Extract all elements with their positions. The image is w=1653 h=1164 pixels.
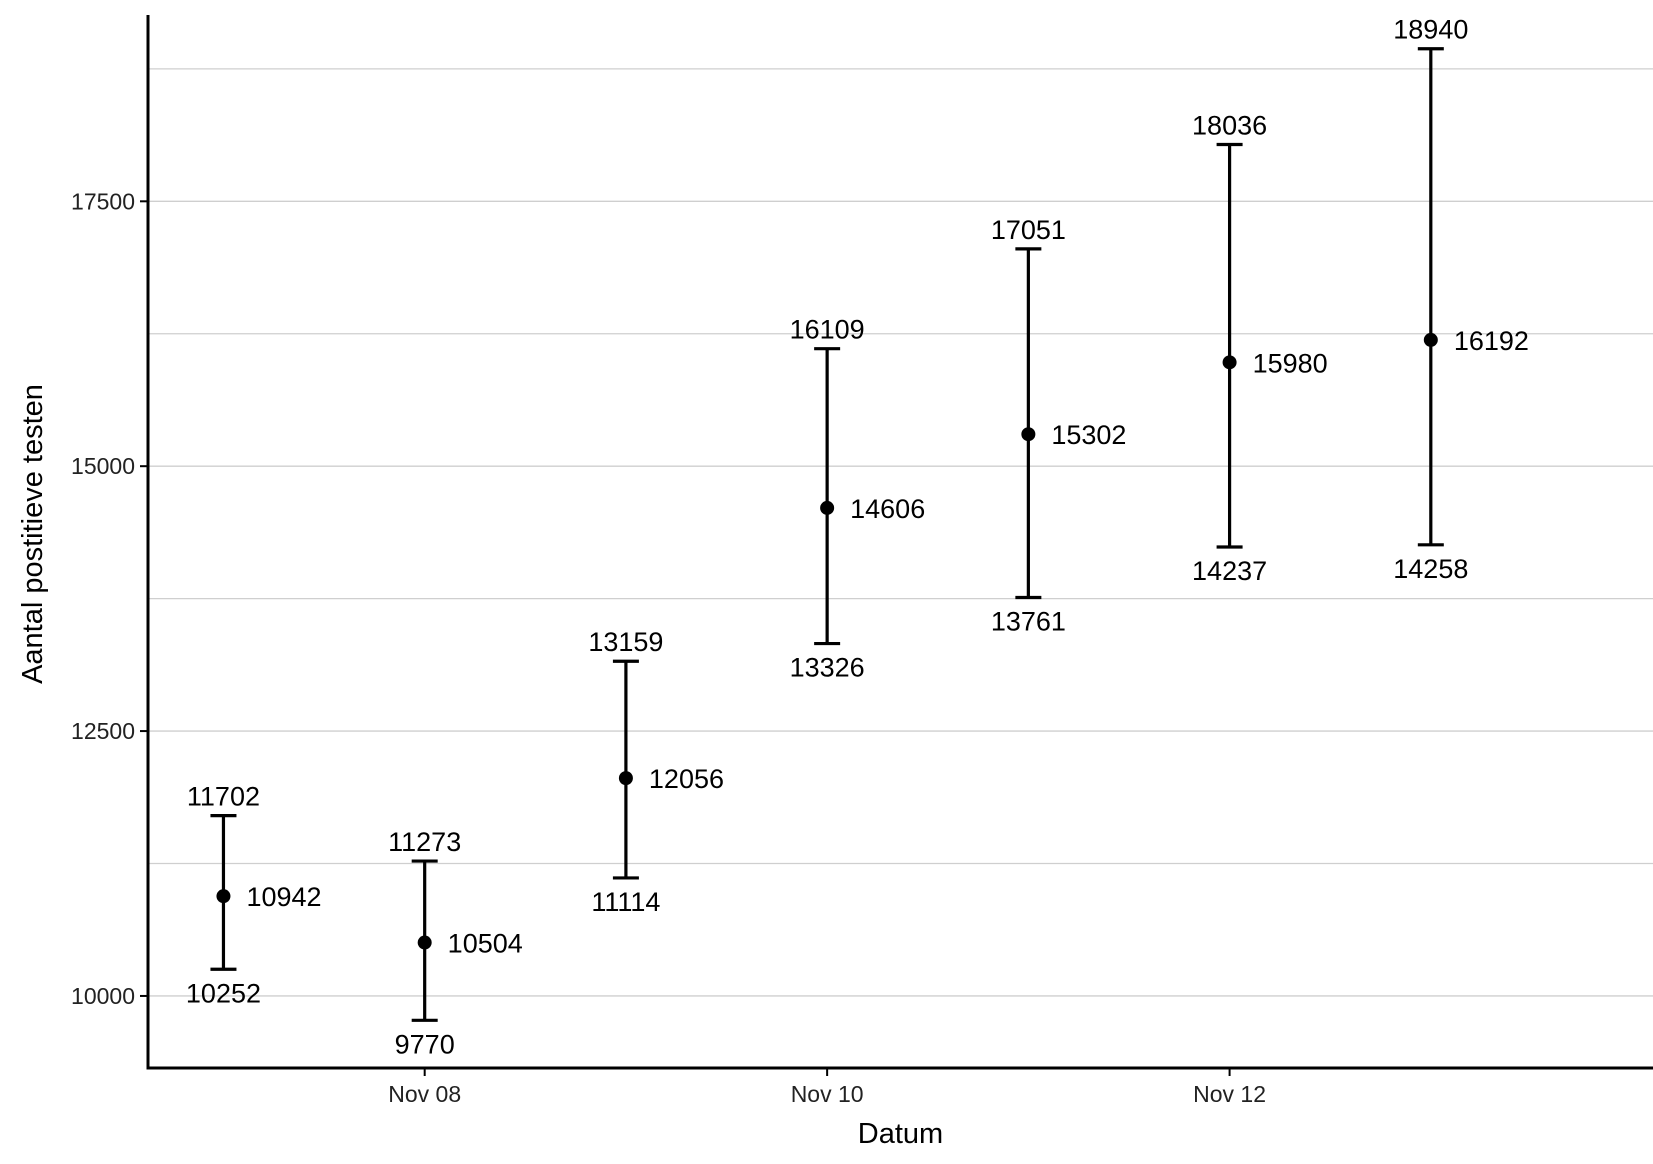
lower-label: 13761	[991, 606, 1066, 636]
lower-label: 9770	[395, 1029, 455, 1059]
lower-label: 13326	[790, 653, 865, 683]
x-axis-ticks: Nov 08 Nov 10 Nov 12	[388, 1068, 1266, 1107]
x-tick-label: Nov 12	[1193, 1081, 1266, 1107]
data-point-group: 18940 14258 16192	[1393, 15, 1529, 584]
value-label: 14606	[850, 494, 925, 524]
data-point	[1021, 427, 1036, 442]
marks: 1170210252109421127397701050413159111141…	[186, 15, 1529, 1060]
data-point	[618, 771, 633, 786]
x-axis-title: Datum	[858, 1118, 943, 1150]
data-point-group: 17051 13761 15302	[991, 215, 1127, 637]
y-tick-label: 15000	[71, 453, 135, 479]
upper-label: 18940	[1393, 15, 1468, 45]
y-tick-label: 17500	[71, 188, 135, 214]
value-label: 10504	[448, 929, 523, 959]
y-tick-label: 10000	[71, 983, 135, 1009]
lower-label: 14258	[1393, 554, 1468, 584]
upper-label: 18036	[1192, 111, 1267, 141]
grid	[148, 68, 1653, 997]
upper-label: 11273	[388, 827, 461, 857]
value-label: 10942	[246, 882, 321, 912]
lower-label: 11114	[591, 887, 660, 917]
data-point-group: 16109 13326 14606	[790, 315, 926, 683]
value-label: 15302	[1051, 420, 1126, 450]
x-tick-label: Nov 08	[388, 1081, 461, 1107]
data-point	[1222, 355, 1237, 370]
upper-label: 16109	[790, 315, 865, 345]
y-axis-title: Aantal postitieve testen	[17, 384, 49, 684]
upper-label: 11702	[187, 782, 260, 812]
data-point	[216, 889, 231, 904]
data-point-group: 11273 9770 10504	[388, 827, 523, 1059]
x-tick-label: Nov 10	[791, 1081, 864, 1107]
value-label: 16192	[1454, 326, 1529, 356]
lower-label: 14237	[1192, 556, 1267, 586]
value-label: 12056	[649, 764, 724, 794]
data-point	[820, 500, 835, 515]
data-point	[1423, 332, 1438, 347]
data-point-group: 11702 10252 10942	[186, 782, 322, 1009]
lower-label: 10252	[186, 978, 261, 1008]
data-point	[417, 935, 432, 950]
upper-label: 13159	[588, 627, 663, 657]
data-point-group: 18036 14237 15980	[1192, 111, 1328, 587]
value-label: 15980	[1253, 348, 1328, 378]
upper-label: 17051	[991, 215, 1066, 245]
y-tick-label: 12500	[71, 718, 135, 744]
data-point-group: 13159 11114 12056	[588, 627, 724, 917]
y-axis-ticks: 10000 12500 15000 17500	[71, 188, 148, 1009]
